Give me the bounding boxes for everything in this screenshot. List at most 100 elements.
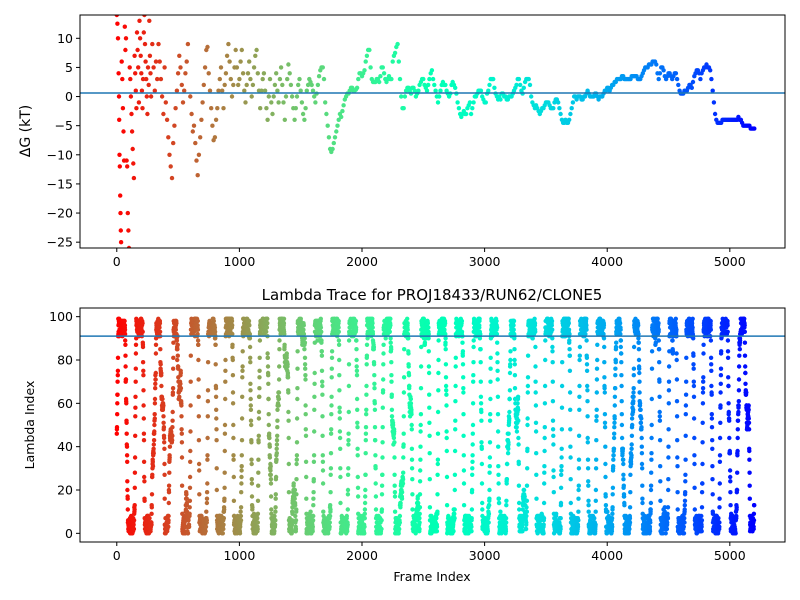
delta-g-point: [151, 65, 156, 70]
delta-g-point: [218, 65, 224, 70]
lambda-trace-point: [285, 375, 291, 380]
lambda-trace-point: [188, 459, 193, 464]
lambda-trace-point: [584, 316, 589, 321]
lambda-trace-point: [248, 360, 253, 365]
lambda-trace-point: [504, 503, 509, 508]
delta-g-point: [239, 47, 244, 53]
lambda-trace-point: [167, 444, 173, 449]
lambda-trace-point: [584, 355, 590, 360]
lambda-trace-point: [452, 516, 457, 521]
lambda-trace-point: [559, 468, 564, 473]
lambda-trace-point: [196, 438, 202, 443]
delta-g-point: [303, 106, 308, 111]
delta-g-x-tick-label: 5000: [714, 254, 746, 269]
lambda-trace-point: [611, 453, 616, 458]
lambda-trace-point: [186, 518, 191, 523]
lambda-trace-point: [239, 416, 245, 421]
delta-g-point: [195, 173, 200, 178]
lambda-trace-point: [301, 323, 306, 328]
lambda-trace-point: [542, 481, 547, 486]
lambda-trace-point: [338, 446, 343, 451]
delta-g-point: [120, 106, 126, 111]
lambda-trace-point: [239, 438, 245, 443]
lambda-trace-point: [231, 474, 236, 480]
lambda-trace-point: [294, 492, 299, 497]
delta-g-point: [143, 59, 148, 64]
lambda-trace-point: [516, 483, 522, 488]
delta-g-point: [159, 94, 165, 99]
delta-g-point: [315, 82, 321, 88]
lambda-trace-point: [249, 477, 254, 482]
lambda-trace-point: [583, 331, 588, 337]
lambda-trace-point: [362, 507, 368, 512]
lambda-trace-point: [631, 399, 636, 404]
delta-g-point: [389, 76, 394, 82]
lambda-trace-point: [326, 531, 331, 536]
lambda-trace-point: [222, 470, 227, 475]
lambda-trace-point: [124, 444, 130, 449]
lambda-trace-point: [329, 375, 334, 380]
delta-g-point: [527, 82, 533, 88]
lambda-trace-point: [372, 425, 378, 430]
lambda-trace-point: [594, 407, 599, 412]
lambda-trace-point: [275, 407, 280, 412]
lambda-trace-point: [405, 321, 410, 326]
lambda-trace-point: [480, 507, 485, 512]
lambda-trace-point: [214, 427, 219, 432]
lambda-trace-point: [584, 323, 589, 328]
delta-g-point: [124, 158, 129, 163]
lambda-trace-point: [401, 442, 406, 447]
lambda-trace-point: [153, 342, 159, 347]
delta-g-point: [335, 123, 340, 128]
lambda-trace-point: [171, 355, 176, 360]
lambda-trace-point: [205, 435, 210, 441]
lambda-trace-point: [303, 373, 308, 378]
lambda-trace-point: [541, 500, 547, 506]
lambda-trace-point: [586, 509, 591, 514]
lambda-trace-point: [453, 355, 458, 360]
delta-g-point: [136, 65, 141, 70]
lambda-trace-point: [310, 529, 315, 534]
delta-g-point: [161, 111, 166, 117]
lambda-trace-point: [444, 392, 449, 397]
lambda-trace-panel: Lambda Trace for PROJ18433/RUN62/CLONE5 …: [22, 286, 786, 584]
lambda-trace-point: [533, 364, 538, 369]
lambda-trace-point: [383, 336, 388, 341]
lambda-trace-point: [292, 496, 297, 501]
lambda-trace-point: [631, 344, 637, 350]
lambda-trace-point: [461, 390, 466, 395]
lambda-trace-point: [611, 464, 616, 469]
lambda-trace-point: [397, 513, 403, 519]
delta-g-point: [712, 111, 718, 117]
delta-g-point: [164, 117, 170, 123]
lambda-trace-point: [471, 360, 476, 365]
lambda-trace-point: [281, 321, 287, 326]
lambda-trace-point: [213, 386, 219, 391]
lambda-trace-point: [284, 351, 289, 356]
lambda-trace-point: [496, 464, 501, 469]
lambda-trace-point: [124, 401, 129, 406]
lambda-trace-point: [170, 418, 175, 423]
delta-g-point: [171, 140, 176, 146]
delta-g-point: [323, 100, 328, 105]
lambda-trace-point: [379, 492, 385, 497]
delta-g-point: [378, 74, 383, 79]
lambda-trace-point: [211, 318, 216, 324]
lambda-trace-point: [648, 487, 654, 493]
lambda-trace-point: [426, 336, 431, 341]
lambda-trace-point: [195, 318, 200, 324]
lambda-trace-point: [267, 455, 273, 460]
lambda-trace-point: [230, 401, 236, 406]
delta-g-point: [250, 82, 256, 88]
lambda-trace-point: [171, 340, 176, 345]
lambda-trace-point: [577, 407, 582, 412]
lambda-trace-point: [610, 505, 615, 510]
lambda-trace-point: [363, 438, 368, 443]
lambda-trace-point: [470, 453, 475, 458]
lambda-trace-point: [247, 344, 253, 350]
lambda-trace-point: [179, 403, 184, 408]
lambda-trace-point: [304, 474, 309, 480]
lambda-trace-point: [637, 379, 642, 384]
lambda-trace-point: [196, 461, 202, 467]
lambda-trace-point: [601, 323, 607, 328]
